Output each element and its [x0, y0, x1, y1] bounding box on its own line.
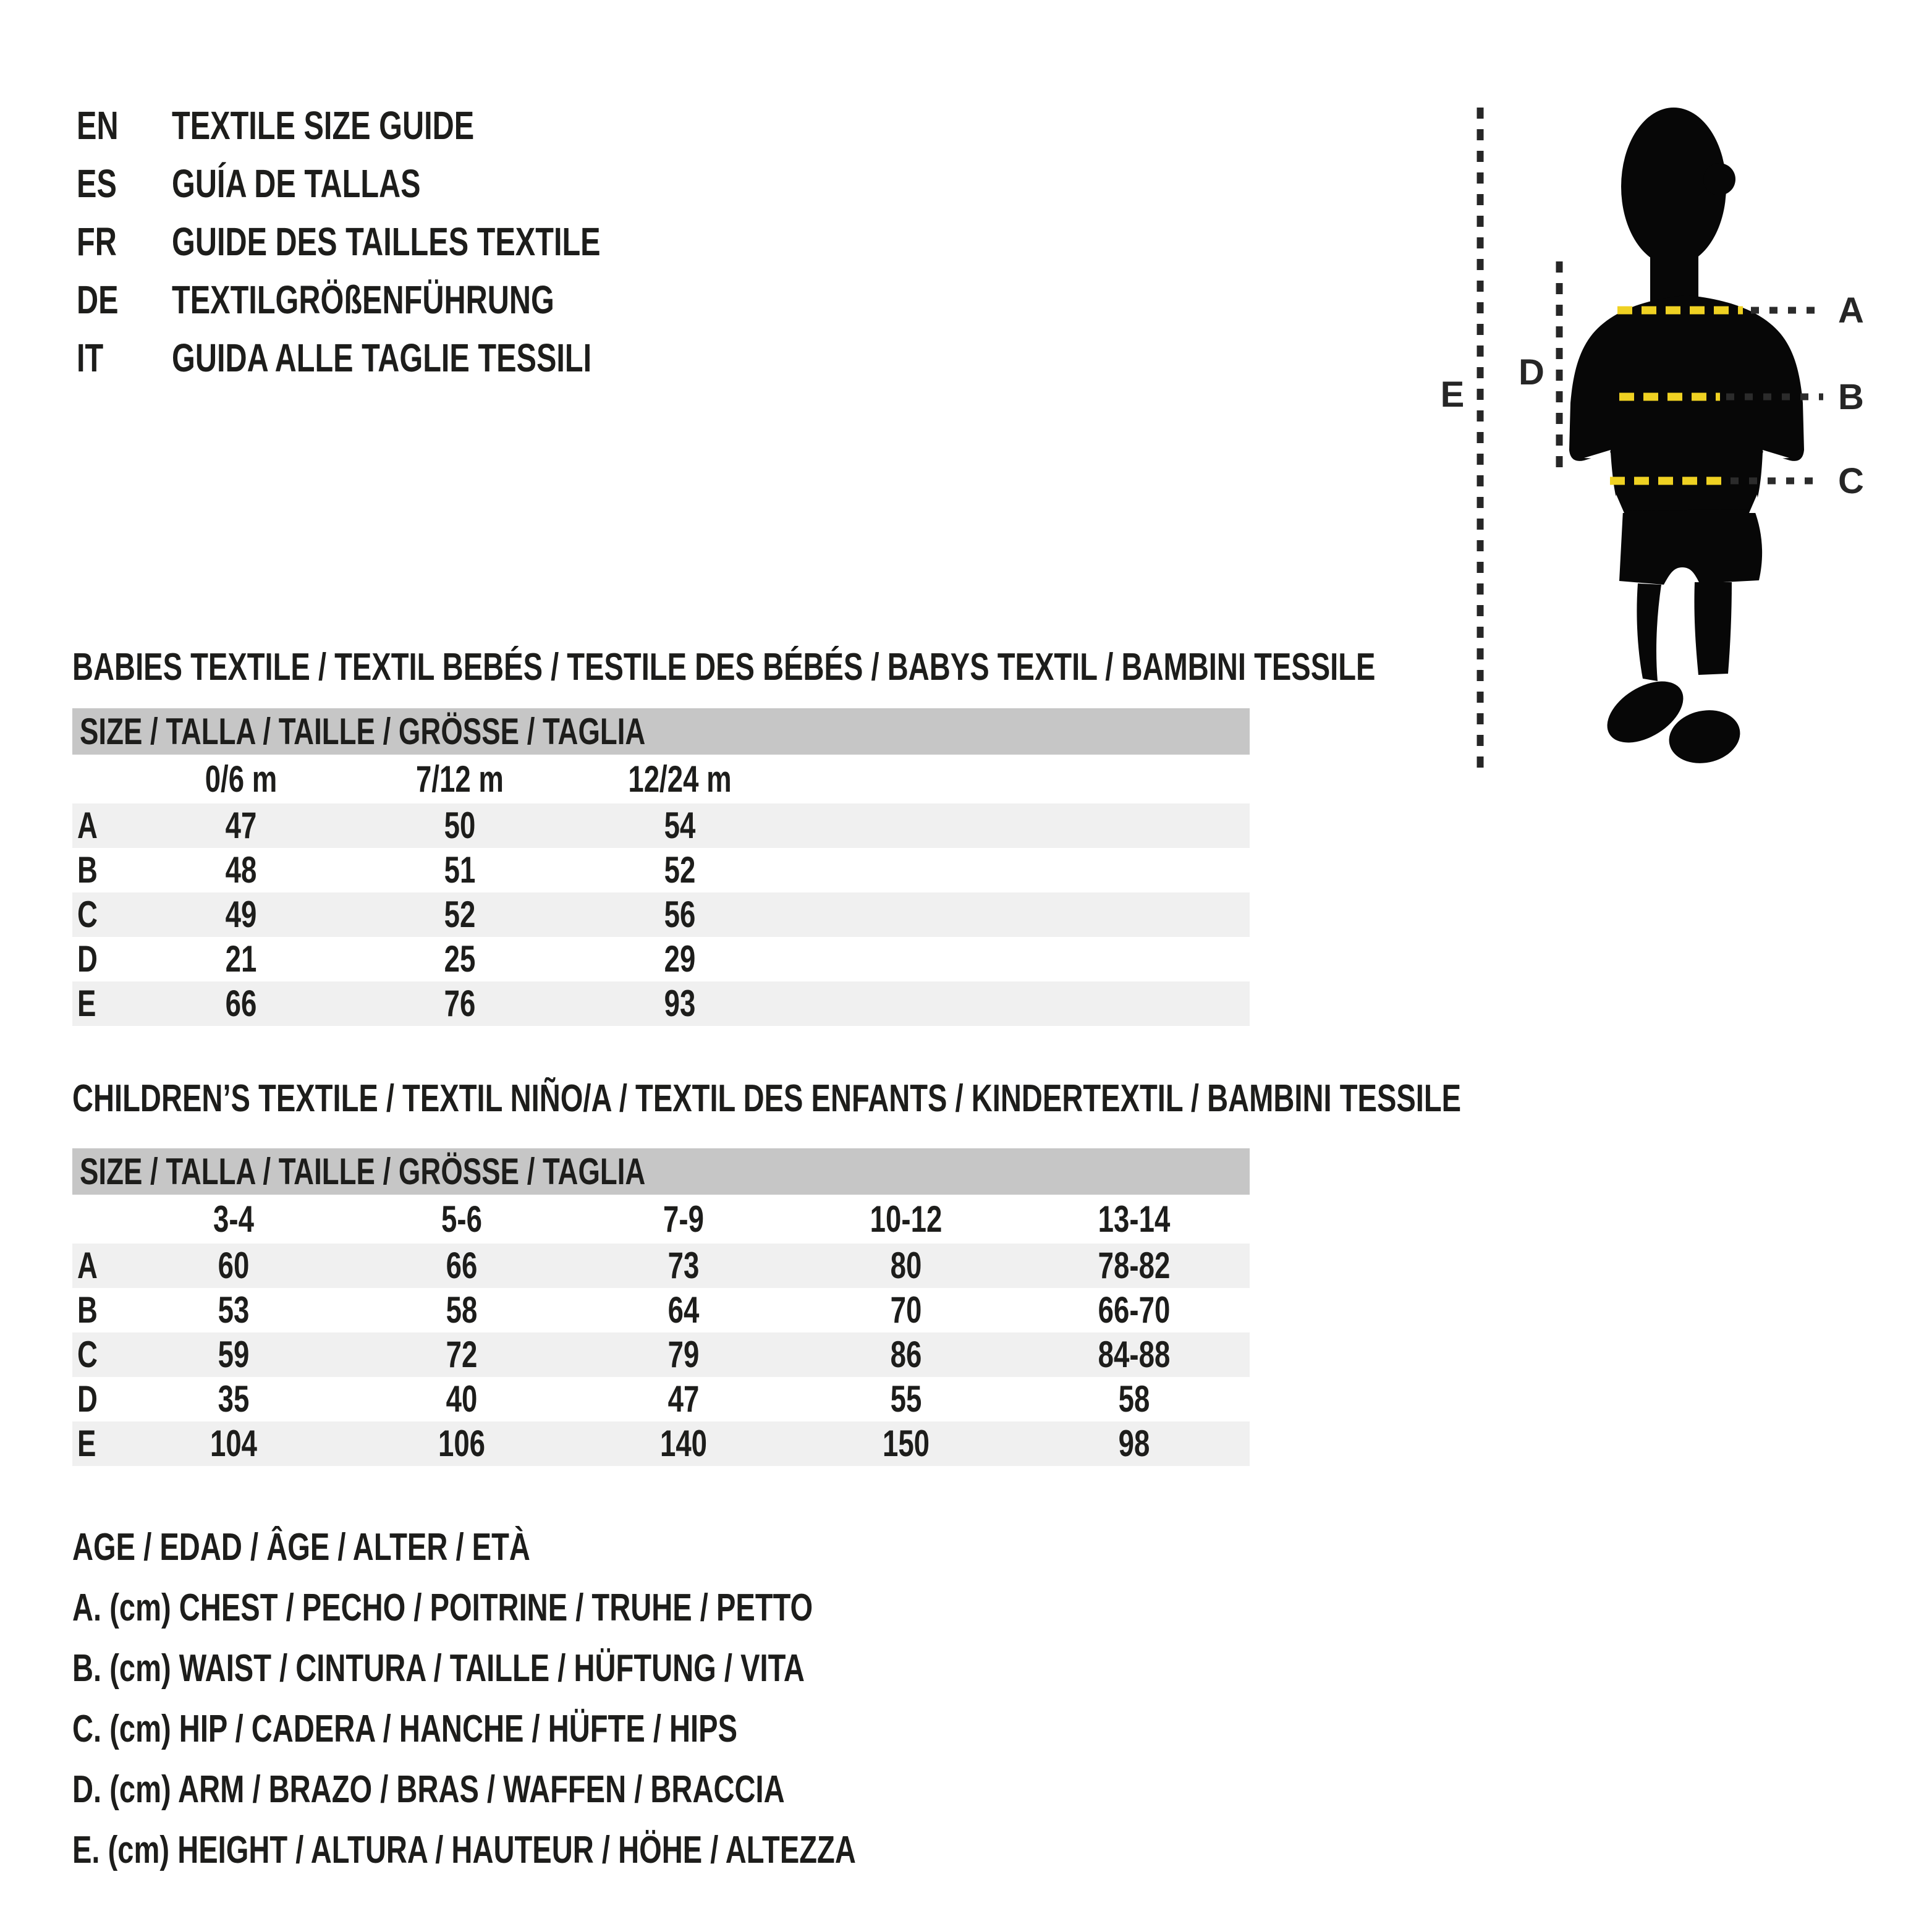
table-cell: 64 — [667, 1289, 700, 1331]
table-cell: 60 — [218, 1245, 250, 1286]
table-cell: 21 — [225, 938, 257, 980]
table-cell: 106 — [438, 1423, 486, 1464]
figure-label-a: A — [1838, 290, 1864, 331]
table-cell: 79 — [667, 1334, 700, 1375]
table-cell: 52 — [444, 894, 476, 935]
guide-title-de: TEXTILGRÖßENFÜHRUNG — [172, 278, 554, 322]
table-cell: 50 — [444, 805, 476, 846]
table-cell: 150 — [882, 1423, 930, 1464]
legend-line-age: AGE / EDAD / ÂGE / ALTER / ETÀ — [72, 1526, 530, 1569]
table-row: B 48 51 52 — [72, 848, 1250, 892]
guide-title-fr: GUIDE DES TAILLES TEXTILE — [172, 219, 601, 264]
row-label: C — [77, 1334, 98, 1375]
table-cell: 93 — [664, 983, 696, 1024]
figure-label-c: C — [1838, 461, 1864, 501]
table-row: A 60 66 73 80 78-82 — [72, 1244, 1250, 1288]
children-section-heading: CHILDREN’S TEXTILE / TEXTIL NIÑO/A / TEX… — [72, 1077, 1462, 1120]
table-cell: 58 — [1118, 1378, 1150, 1420]
table-row: D 35 40 47 55 58 — [72, 1377, 1250, 1421]
table-cell: 98 — [1118, 1423, 1150, 1464]
table-cell: 59 — [218, 1334, 250, 1375]
table-cell: 51 — [444, 849, 476, 891]
children-col-header: 13-14 — [1098, 1198, 1171, 1240]
row-label: B — [77, 1289, 98, 1331]
table-row: C 59 72 79 86 84-88 — [72, 1332, 1250, 1377]
row-label: C — [77, 894, 98, 935]
row-label: A — [77, 1245, 98, 1286]
table-cell: 56 — [664, 894, 696, 935]
legend-line-height: E. (cm) HEIGHT / ALTURA / HAUTEUR / HÖHE… — [72, 1829, 856, 1871]
table-cell: 70 — [890, 1289, 922, 1331]
row-label: E — [77, 1423, 96, 1464]
table-cell: 47 — [225, 805, 257, 846]
table-row: C 49 52 56 — [72, 892, 1250, 937]
table-row: E 104 106 140 150 98 — [72, 1421, 1250, 1466]
table-cell: 25 — [444, 938, 476, 980]
table-cell: 86 — [890, 1334, 922, 1375]
guide-title-en: TEXTILE SIZE GUIDE — [172, 103, 475, 148]
legend-line-arm: D. (cm) ARM / BRAZO / BRAS / WAFFEN / BR… — [72, 1768, 785, 1811]
babies-col-header: 0/6 m — [205, 758, 278, 800]
babies-column-header-row: 0/6 m 7/12 m 12/24 m — [72, 755, 1250, 803]
table-cell: 47 — [667, 1378, 700, 1420]
table-cell: 52 — [664, 849, 696, 891]
row-label: D — [77, 1378, 98, 1420]
child-measurement-figure: E D A B — [1441, 108, 1864, 771]
table-cell: 78-82 — [1098, 1245, 1171, 1286]
row-label: E — [77, 983, 96, 1024]
children-size-header-bar: SIZE / TALLA / TAILLE / GRÖSSE / TAGLIA — [72, 1148, 1250, 1195]
table-row: E 66 76 93 — [72, 981, 1250, 1026]
table-cell: 104 — [210, 1423, 258, 1464]
table-cell: 140 — [659, 1423, 708, 1464]
table-cell: 55 — [890, 1378, 922, 1420]
table-cell: 80 — [890, 1245, 922, 1286]
legend-line-chest: A. (cm) CHEST / PECHO / POITRINE / TRUHE… — [72, 1587, 813, 1629]
language-code: ES — [77, 161, 117, 206]
table-cell: 40 — [446, 1378, 478, 1420]
babies-col-header: 12/24 m — [628, 758, 732, 800]
children-col-header: 7-9 — [663, 1198, 704, 1240]
child-silhouette-icon — [1569, 108, 1804, 763]
guide-title-it: GUIDA ALLE TAGLIE TESSILI — [172, 336, 592, 380]
figure-label-b: B — [1838, 377, 1864, 417]
guide-title-es: GUÍA DE TALLAS — [172, 161, 421, 206]
row-label: A — [77, 805, 98, 846]
table-cell: 58 — [446, 1289, 478, 1331]
legend-line-hip: C. (cm) HIP / CADERA / HANCHE / HÜFTE / … — [72, 1708, 738, 1750]
table-cell: 66 — [446, 1245, 478, 1286]
language-code: DE — [77, 278, 119, 322]
table-cell: 29 — [664, 938, 696, 980]
figure-label-d: D — [1519, 352, 1544, 392]
table-cell: 48 — [225, 849, 257, 891]
language-code: FR — [77, 219, 117, 264]
table-row: D 21 25 29 — [72, 937, 1250, 981]
children-col-header: 5-6 — [441, 1198, 482, 1240]
table-cell: 73 — [667, 1245, 700, 1286]
children-col-header: 10-12 — [870, 1198, 943, 1240]
language-code: IT — [77, 336, 104, 380]
table-cell: 35 — [218, 1378, 250, 1420]
table-cell: 76 — [444, 983, 476, 1024]
table-row: B 53 58 64 70 66-70 — [72, 1288, 1250, 1332]
table-cell: 54 — [664, 805, 696, 846]
table-cell: 53 — [218, 1289, 250, 1331]
babies-col-header: 7/12 m — [416, 758, 504, 800]
table-cell: 49 — [225, 894, 257, 935]
children-column-header-row: 3-4 5-6 7-9 10-12 13-14 — [72, 1195, 1250, 1244]
table-cell: 66-70 — [1098, 1289, 1171, 1331]
babies-size-header-bar: SIZE / TALLA / TAILLE / GRÖSSE / TAGLIA — [72, 708, 1250, 755]
legend-line-waist: B. (cm) WAIST / CINTURA / TAILLE / HÜFTU… — [72, 1647, 805, 1690]
figure-label-e: E — [1441, 375, 1465, 415]
language-code: EN — [77, 103, 119, 148]
table-row: A 47 50 54 — [72, 803, 1250, 848]
table-cell: 72 — [446, 1334, 478, 1375]
row-label: D — [77, 938, 98, 980]
children-col-header: 3-4 — [213, 1198, 254, 1240]
table-cell: 84-88 — [1098, 1334, 1171, 1375]
table-cell: 66 — [225, 983, 257, 1024]
row-label: B — [77, 849, 98, 891]
measurement-legend: AGE / EDAD / ÂGE / ALTER / ETÀ A. (cm) C… — [72, 1517, 1103, 1881]
babies-section-heading: BABIES TEXTILE / TEXTIL BEBÉS / TESTILE … — [72, 646, 1376, 688]
